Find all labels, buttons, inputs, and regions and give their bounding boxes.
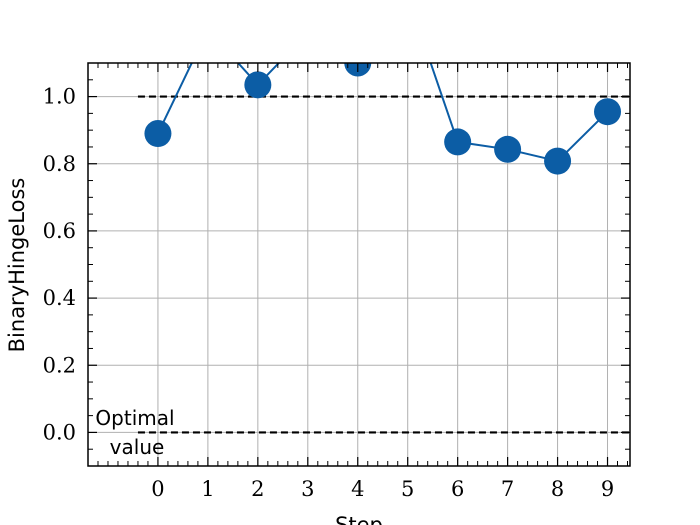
y-tick-label: 0.8 <box>43 152 76 176</box>
x-tick-label: 5 <box>401 477 414 501</box>
x-tick-label: 0 <box>151 477 164 501</box>
annotation-optimal: Optimal <box>95 406 174 430</box>
data-point <box>144 120 172 148</box>
data-point <box>294 19 321 46</box>
series-line <box>157 63 609 163</box>
data-point <box>194 16 221 43</box>
grid <box>88 63 630 466</box>
y-tick-label: 1.0 <box>43 85 76 109</box>
y-tick-label: 0.6 <box>43 219 76 243</box>
data-point <box>444 128 472 156</box>
ticks <box>87 62 630 467</box>
data-series <box>144 0 622 175</box>
data-point <box>394 0 421 9</box>
reference-lines <box>137 95 630 434</box>
y-tick-label: 0.2 <box>43 353 76 377</box>
annotation-value: value <box>110 435 165 459</box>
data-point <box>494 135 522 163</box>
x-tick-label: 4 <box>351 477 364 501</box>
y-tick-label: 0.4 <box>43 286 76 310</box>
tick-labels: 0 1 2 3 4 5 6 7 8 9 0.0 0.2 0.4 0.6 0.8 1.0 <box>43 85 615 501</box>
y-tick-label: 0.0 <box>43 420 76 444</box>
data-point <box>244 71 272 99</box>
x-tick-label: 8 <box>551 477 564 501</box>
x-tick-label: 6 <box>451 477 464 501</box>
y-axis-label: BinaryHingeLoss <box>5 178 29 353</box>
data-point <box>544 147 572 175</box>
x-tick-label: 3 <box>301 477 314 501</box>
x-tick-label: 9 <box>601 477 614 501</box>
data-point <box>594 98 622 126</box>
x-tick-label: 1 <box>201 477 214 501</box>
x-axis-label: Step <box>335 513 383 525</box>
x-tick-label: 2 <box>251 477 264 501</box>
x-tick-label: 7 <box>501 477 514 501</box>
